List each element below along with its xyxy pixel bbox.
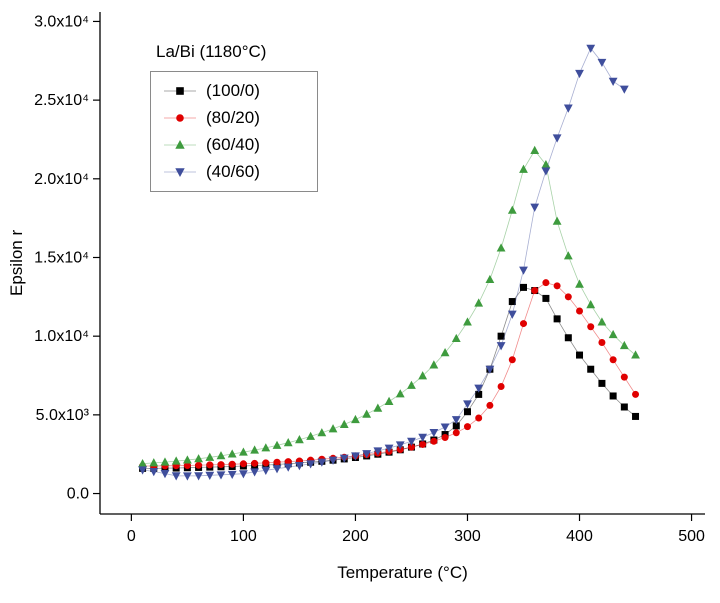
svg-text:0: 0 — [127, 528, 136, 545]
svg-text:1.5x10⁴: 1.5x10⁴ — [34, 249, 89, 266]
legend-label: (100/0) — [206, 81, 260, 100]
legend-title: La/Bi (1180°C) — [156, 42, 267, 61]
legend-label: (40/60) — [206, 162, 260, 181]
svg-text:400: 400 — [566, 528, 593, 545]
legend-item: (40/60) — [163, 162, 301, 182]
legend-marker-circle-icon — [163, 111, 197, 125]
legend: La/Bi (1180°C) (100/0) (80/20) (60/40) (… — [150, 42, 318, 192]
legend-label: (60/40) — [206, 135, 260, 154]
svg-text:300: 300 — [454, 528, 481, 545]
legend-marker-triangle-up-icon — [163, 138, 197, 152]
svg-text:2.5x10⁴: 2.5x10⁴ — [34, 92, 89, 109]
svg-text:100: 100 — [230, 528, 257, 545]
svg-text:200: 200 — [342, 528, 369, 545]
svg-text:0.0: 0.0 — [67, 486, 89, 503]
legend-box: (100/0) (80/20) (60/40) (40/60) — [150, 71, 318, 192]
svg-text:5.0x10³: 5.0x10³ — [36, 407, 90, 424]
legend-marker-triangle-down-icon — [163, 165, 197, 179]
svg-text:2.0x10⁴: 2.0x10⁴ — [34, 171, 89, 188]
svg-text:3.0x10⁴: 3.0x10⁴ — [34, 13, 89, 30]
legend-item: (100/0) — [163, 81, 301, 101]
legend-item: (80/20) — [163, 108, 301, 128]
legend-label: (80/20) — [206, 108, 260, 127]
legend-item: (60/40) — [163, 135, 301, 155]
svg-text:500: 500 — [678, 528, 705, 545]
legend-marker-square-icon — [163, 84, 197, 98]
svg-text:1.0x10⁴: 1.0x10⁴ — [34, 328, 89, 345]
y-axis-label: Epsilon r — [7, 229, 26, 297]
x-axis-label: Temperature (°C) — [337, 563, 468, 582]
